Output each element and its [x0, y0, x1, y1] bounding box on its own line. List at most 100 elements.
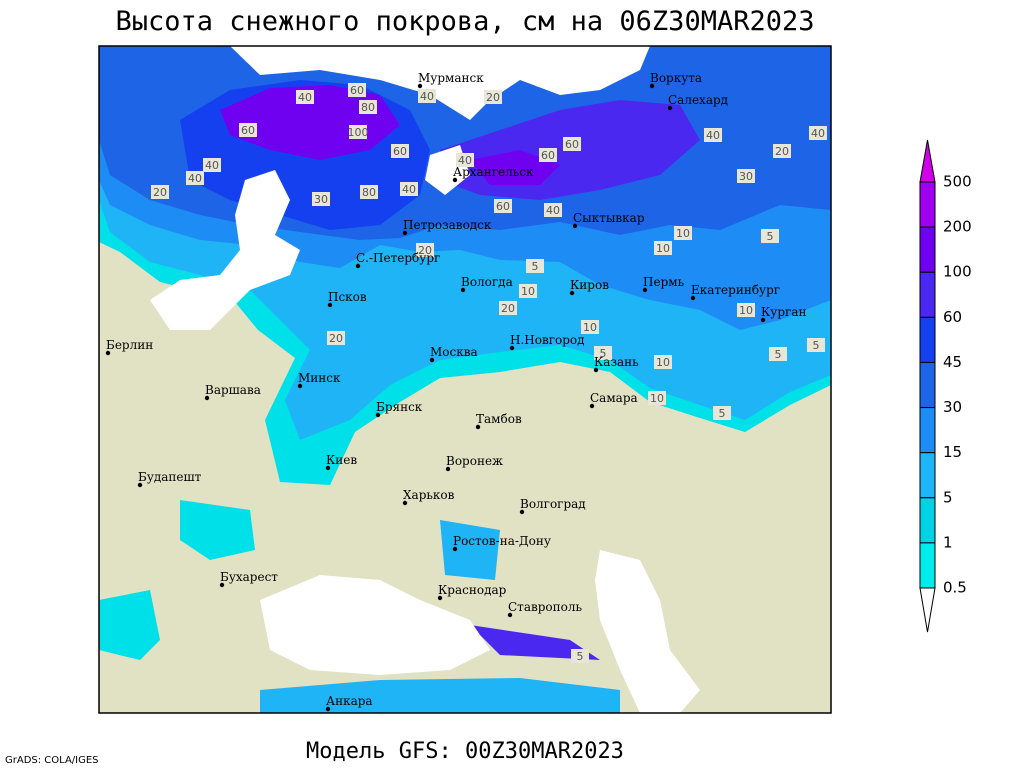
contour-label: 80: [361, 101, 375, 114]
contour-label: 10: [676, 227, 690, 240]
city-label: Воронеж: [446, 454, 503, 468]
snow-carp: [180, 500, 255, 560]
city-label: Минск: [298, 371, 341, 385]
legend-swatch: [919, 452, 936, 499]
contour-label: 10: [656, 356, 670, 369]
contour-label: 60: [350, 84, 364, 97]
contour-label-bg: [400, 182, 418, 196]
city-label: Будапешт: [138, 470, 202, 484]
baltic-sea: [150, 170, 300, 330]
city-dot: [402, 500, 408, 506]
city-dot: [507, 612, 513, 618]
contour-label: 60: [496, 200, 510, 213]
city-label: Волгоград: [520, 497, 586, 511]
contour-label: 40: [402, 183, 416, 196]
contour-label: 10: [656, 242, 670, 255]
snow-south: [440, 520, 500, 580]
city-dot: [519, 509, 525, 515]
contour-label: 20: [486, 91, 500, 104]
city-label: Москва: [430, 345, 478, 359]
city-dot: [642, 287, 648, 293]
city-label: Киров: [570, 278, 609, 292]
city-dot: [417, 83, 423, 89]
city-label: Псков: [328, 290, 367, 304]
city-dot: [297, 383, 303, 389]
city-dot: [429, 357, 435, 363]
contour-label-bg: [809, 126, 827, 140]
city-dot: [760, 317, 766, 323]
legend-cap-bottom: [919, 587, 936, 633]
contour-label: 10: [650, 392, 664, 405]
city-label: Вологда: [461, 275, 513, 289]
contour-label-bg: [737, 303, 755, 317]
contour-label-bg: [544, 203, 562, 217]
contour-label-bg: [773, 144, 791, 158]
legend-label: 60: [943, 308, 962, 326]
city-label: Салехард: [668, 93, 728, 107]
city-label: Анкара: [326, 694, 373, 708]
contour-label: 5: [600, 347, 607, 360]
legend-label: 200: [943, 218, 972, 236]
contour-label-bg: [416, 243, 434, 257]
contour-label: 40: [546, 204, 560, 217]
contour-label: 40: [458, 154, 472, 167]
contour-label-bg: [761, 229, 779, 243]
contour-label: 40: [420, 90, 434, 103]
city-label: Киев: [326, 453, 357, 467]
legend-swatch: [919, 361, 936, 409]
city-label: Архангельск: [453, 165, 534, 179]
contour-label: 20: [153, 186, 167, 199]
contour-label-bg: [494, 199, 512, 213]
city-dot: [460, 287, 466, 293]
contour-label-bg: [594, 346, 612, 360]
contour-label: 40: [298, 91, 312, 104]
city-dot: [589, 403, 595, 409]
legend-swatch: [919, 226, 936, 273]
contour-label-bg: [704, 128, 722, 142]
contour-label: 60: [393, 145, 407, 158]
legend-label: 100: [943, 263, 972, 281]
city-dot: [593, 367, 599, 373]
contour-label: 20: [501, 302, 515, 315]
contour-label-bg: [563, 137, 581, 151]
city-label: Берлин: [106, 338, 153, 352]
city-dot: [105, 350, 111, 356]
contour-label-bg: [456, 153, 474, 167]
legend-swatch: [919, 181, 936, 228]
city-label: Казань: [594, 355, 639, 369]
contour-label: 40: [811, 127, 825, 140]
contour-label: 40: [706, 129, 720, 142]
contour-label: 30: [739, 170, 753, 183]
legend-label: 5: [943, 488, 953, 506]
contour-label-bg: [151, 185, 169, 199]
contour-label: 10: [583, 321, 597, 334]
contour-label-bg: [349, 125, 367, 139]
contour-label-bg: [526, 259, 544, 273]
city-label: Н.Новгород: [510, 333, 585, 347]
contour-label: 60: [565, 138, 579, 151]
legend-label: 0.5: [943, 579, 967, 597]
contour-label: 100: [348, 126, 369, 139]
city-label: Петрозаводск: [403, 218, 492, 232]
city-dot: [325, 465, 331, 471]
credit: GrADS: COLA/IGES: [5, 755, 99, 766]
contour-label-bg: [348, 83, 366, 97]
contour-label-bg: [186, 171, 204, 185]
city-label: С.-Петербург: [356, 251, 440, 265]
contour-label: 5: [767, 230, 774, 243]
contour-label: 20: [329, 332, 343, 345]
contour-label: 5: [532, 260, 539, 273]
contour-label-bg: [296, 90, 314, 104]
city-dot: [452, 546, 458, 552]
contour-label-bg: [312, 192, 330, 206]
contour-label-bg: [519, 284, 537, 298]
contour-label-bg: [484, 90, 502, 104]
contour-label-bg: [654, 241, 672, 255]
city-dot: [219, 582, 225, 588]
snow-80: [470, 150, 560, 185]
contour-label-bg: [654, 355, 672, 369]
city-label: Ставрополь: [508, 600, 582, 614]
caspian-sea: [595, 550, 700, 713]
city-label: Тамбов: [476, 412, 522, 426]
city-dot: [452, 177, 458, 183]
